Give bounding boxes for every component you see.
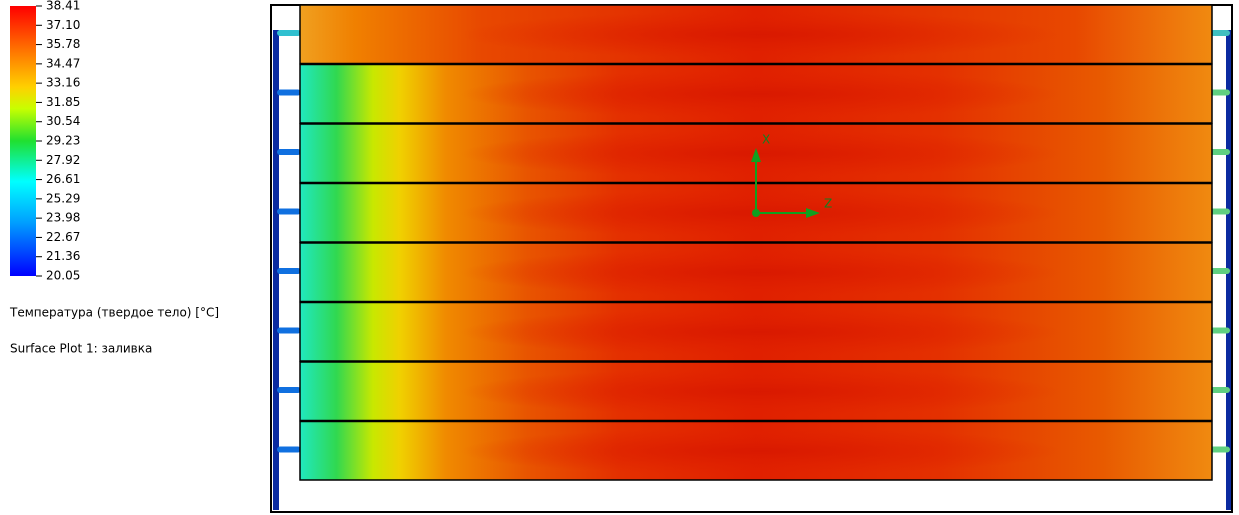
pipe-left [277,90,301,96]
plate-core [460,71,1060,119]
legend-value: 34.47 [46,56,80,70]
legend-value: 35.78 [46,37,80,51]
legend-value: 29.23 [46,134,80,148]
plate-core [460,428,1060,476]
pipe-left [277,328,301,334]
legend-value: 21.36 [46,249,80,263]
legend-value: 23.98 [46,211,80,225]
plate-core [460,249,1060,297]
plate-core [460,309,1060,357]
legend-value: 37.10 [46,18,80,32]
plate-core [460,11,1060,59]
quantity-label: Температура (твердое тело) [°C] [9,306,219,320]
legend-value: 22.67 [46,230,80,244]
plate-core [460,368,1060,416]
plot-label: Surface Plot 1: заливка [10,342,152,356]
legend-value: 33.16 [46,76,80,90]
legend-value: 31.85 [46,95,80,109]
pipe-right [1210,268,1230,274]
pipe-right [1210,387,1230,393]
page: 38.41 37.10 35.78 34.47 33.16 31.85 30.54 29.23… [0,0,1239,515]
legend-value: 25.29 [46,191,80,205]
pipe-right [1210,149,1230,155]
legend-value: 27.92 [46,153,80,167]
pipe-left [277,30,301,36]
pipe-right [1210,328,1230,334]
pipe-left [277,149,301,155]
legend-value: 38.41 [46,0,80,13]
legend-value: 26.61 [46,172,80,186]
pipe-right [1210,90,1230,96]
pipe-left [277,387,301,393]
color-bar [10,6,36,276]
legend-value: 20.05 [46,269,80,283]
pipe-left [277,447,301,453]
pipe-right [1210,30,1230,36]
pipe-left [277,209,301,215]
pipe-left [277,268,301,274]
screen: 38.41 37.10 35.78 34.47 33.16 31.85 30.54 29.23… [0,0,1239,515]
plates [277,5,1230,480]
axis-z-label: Z [824,197,832,211]
pipe-right [1210,447,1230,453]
axis-x-label: X [762,133,770,147]
legend: 38.41 37.10 35.78 34.47 33.16 31.85 30.54 29.23… [36,0,80,283]
legend-value: 30.54 [46,114,80,128]
pipe-right [1210,209,1230,215]
plate-core [460,130,1060,178]
